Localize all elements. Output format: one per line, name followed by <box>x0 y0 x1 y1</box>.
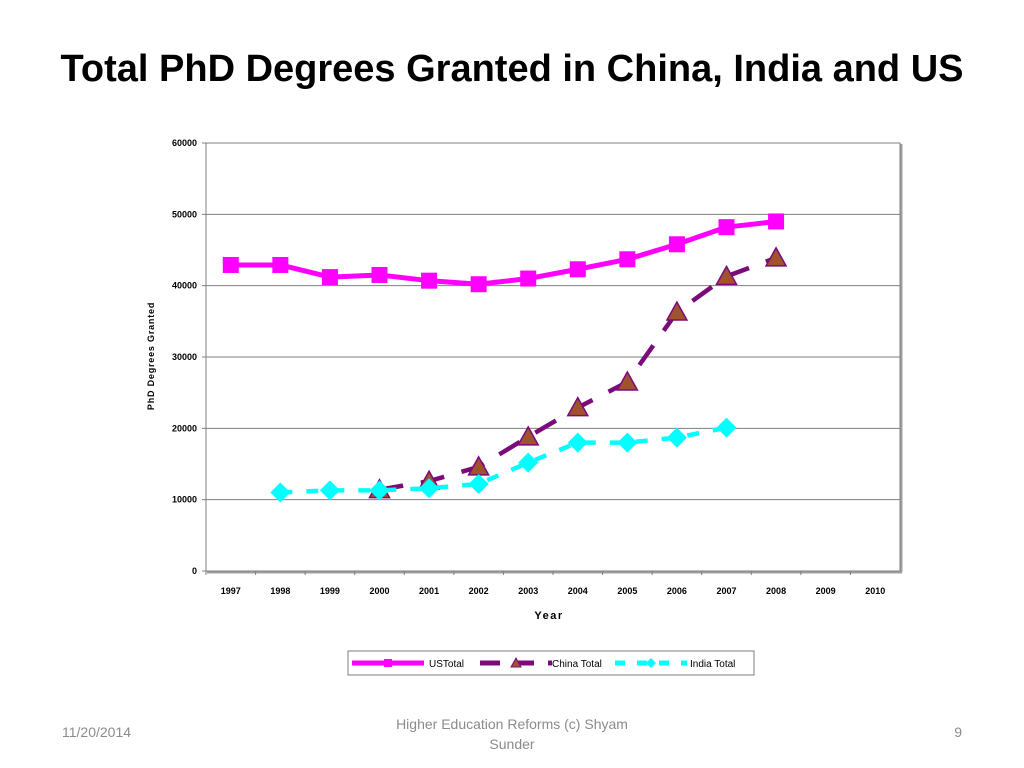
x-axis-label: Year <box>534 610 563 622</box>
series-ustotal <box>222 213 785 293</box>
point-india-total-2005 <box>617 432 638 453</box>
x-tick-label-2008: 2008 <box>766 586 786 596</box>
series-layer <box>222 213 788 503</box>
point-ustotal-1999 <box>321 269 338 286</box>
y-tick-label-60000: 60000 <box>172 138 197 148</box>
x-tick-label-1997: 1997 <box>221 586 241 596</box>
series-india-total <box>270 417 737 503</box>
point-ustotal-2006 <box>668 236 685 253</box>
x-tick-label-2005: 2005 <box>617 586 637 596</box>
x-tick-label-2001: 2001 <box>419 586 439 596</box>
point-ustotal-2008 <box>768 213 785 230</box>
legend-entry-ustotal: USTotal <box>352 659 464 670</box>
point-china-total-2003 <box>516 425 540 446</box>
x-tick-label-2002: 2002 <box>469 586 489 596</box>
y-tick-label-50000: 50000 <box>172 209 197 219</box>
slide-title: Total PhD Degrees Granted in China, Indi… <box>60 48 964 90</box>
point-ustotal-2001 <box>421 272 438 289</box>
point-india-total-2002 <box>468 473 489 494</box>
point-india-total-2000 <box>369 480 390 501</box>
point-china-total-2008 <box>764 246 788 267</box>
point-ustotal-2000 <box>371 266 388 283</box>
gridlines <box>206 213 900 501</box>
y-tick-label-20000: 20000 <box>172 423 197 433</box>
x-tick-label-2000: 2000 <box>369 586 389 596</box>
y-axis-label: PhD Degrees Granted <box>146 302 156 410</box>
point-china-total-2004 <box>566 396 590 417</box>
x-tick-label-2007: 2007 <box>716 586 736 596</box>
x-tick-label-2009: 2009 <box>816 586 836 596</box>
legend-label-china-total: China Total <box>552 659 602 670</box>
point-ustotal-2005 <box>619 251 636 268</box>
point-india-total-1999 <box>319 480 340 501</box>
point-ustotal-2002 <box>470 276 487 293</box>
legend-marker-china-total <box>510 656 522 668</box>
legend-label-ustotal: USTotal <box>429 659 464 670</box>
y-tick-label-40000: 40000 <box>172 281 197 291</box>
point-ustotal-1998 <box>272 256 289 273</box>
y-axis: 0 10000 20000 30000 40000 50000 60000 <box>172 138 206 576</box>
y-tick-label-30000: 30000 <box>172 352 197 362</box>
point-ustotal-1997 <box>222 256 239 273</box>
point-china-total-2006 <box>665 300 689 321</box>
point-ustotal-2004 <box>569 261 586 278</box>
x-tick-label-2003: 2003 <box>518 586 538 596</box>
x-tick-label-2006: 2006 <box>667 586 687 596</box>
legend-entry-china-total: China Total <box>480 656 602 670</box>
legend-entry-india-total: India Total <box>615 658 735 670</box>
legend-marker-ustotal <box>384 659 392 667</box>
point-india-total-1998 <box>270 482 291 503</box>
point-ustotal-2007 <box>718 219 735 236</box>
point-india-total-2001 <box>419 478 440 499</box>
x-tick-label-1999: 1999 <box>320 586 340 596</box>
legend-label-india-total: India Total <box>690 659 735 670</box>
point-india-total-2007 <box>716 417 737 438</box>
x-tick-label-2010: 2010 <box>865 586 885 596</box>
point-ustotal-2003 <box>520 270 537 287</box>
point-india-total-2006 <box>666 427 687 448</box>
y-tick-label-0: 0 <box>192 566 197 576</box>
legend: USTotal China Total India Total <box>347 650 755 676</box>
phd-degrees-line-chart: 0 10000 20000 30000 40000 50000 60000 1997 1998… <box>146 138 903 676</box>
y-tick-label-10000: 10000 <box>172 495 197 505</box>
series-line-ustotal <box>230 218 777 287</box>
x-tick-label-2004: 2004 <box>568 586 588 596</box>
footer-page-number: 9 <box>954 724 962 740</box>
footer-date: 11/20/2014 <box>62 724 132 740</box>
point-china-total-2005 <box>616 370 639 391</box>
footer-presentation-title: Higher Education Reforms (c) Shyam Sunde… <box>396 716 628 752</box>
x-axis: 1997 1998 1999 2000 2001 2002 2003 2004 2005 2006… <box>205 571 885 596</box>
point-china-total-2007 <box>715 264 738 286</box>
point-india-total-2004 <box>567 432 588 453</box>
x-tick-label-1998: 1998 <box>270 586 290 596</box>
legend-marker-india-total <box>646 658 656 668</box>
point-india-total-2003 <box>518 452 539 473</box>
